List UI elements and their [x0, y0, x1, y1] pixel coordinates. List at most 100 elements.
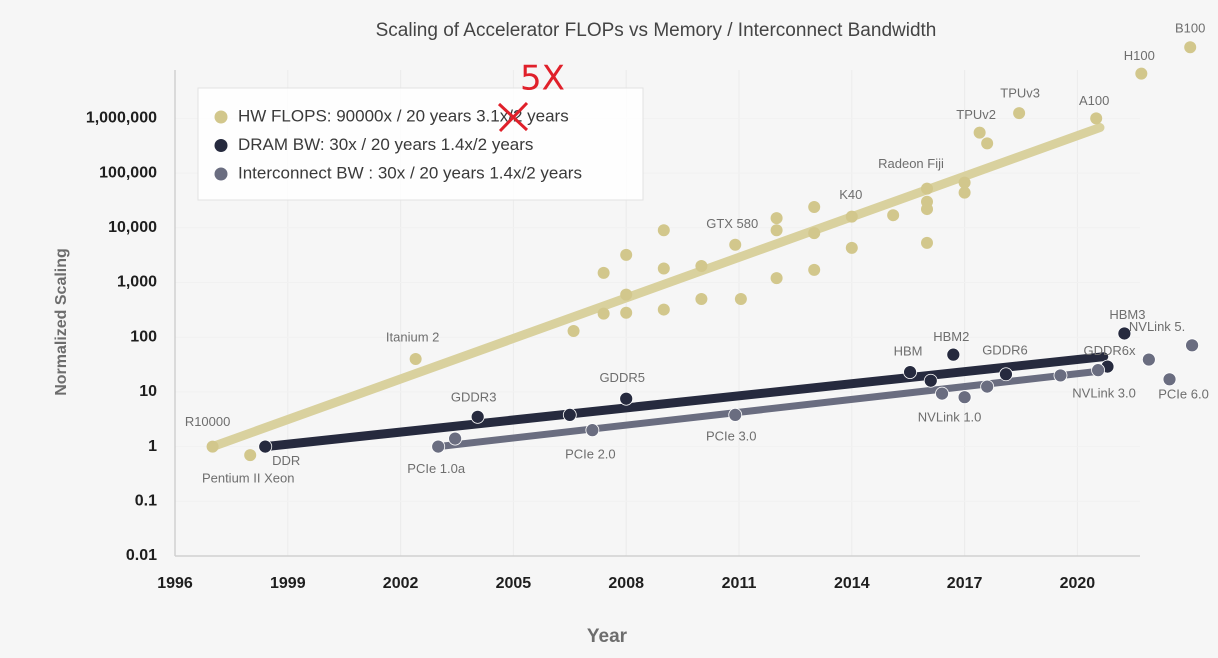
x-tick-label: 2017: [947, 575, 983, 592]
data-point: [845, 210, 858, 223]
y-tick-label: 1,000: [117, 274, 157, 291]
data-point: [1117, 326, 1132, 341]
point-label: HBM3: [1109, 307, 1145, 322]
strike: [498, 101, 529, 133]
point-label: Radeon Fiji: [878, 156, 944, 171]
data-point: [1091, 363, 1105, 378]
legend-swatch: [214, 167, 228, 181]
data-point: [597, 307, 610, 320]
data-point: [470, 409, 485, 424]
data-point: [431, 439, 446, 454]
trend-line: [208, 123, 1105, 452]
point-label: A100: [1079, 93, 1109, 108]
data-point: [728, 407, 743, 422]
data-point: [921, 182, 933, 195]
data-point: [921, 203, 933, 216]
trend-line: [260, 352, 1109, 452]
chart-title: Scaling of Accelerator FLOPs vs Memory /…: [376, 20, 937, 41]
data-point: [921, 236, 933, 249]
x-tick-label: 2014: [834, 575, 870, 592]
data-point: [562, 407, 577, 422]
data-point: [1135, 67, 1148, 80]
x-tick-label: 1996: [157, 575, 193, 592]
data-point: [946, 347, 961, 362]
legend-swatch: [214, 110, 228, 124]
data-point: [448, 431, 463, 446]
point-label: B100: [1175, 21, 1205, 36]
y-axis-title: Normalized Scaling: [53, 248, 70, 396]
data-point: [999, 367, 1013, 382]
data-point: [620, 288, 633, 301]
point-label: NVLink 3.0: [1072, 386, 1136, 401]
data-point: [957, 390, 972, 405]
legend: HW FLOPS: 90000x / 20 years 3.1x/2 years…: [197, 87, 644, 201]
point-label: Itanium 2: [386, 329, 439, 344]
data-point: [923, 373, 938, 388]
point-label: NVLink 5.: [1129, 319, 1185, 334]
data-point: [980, 379, 995, 394]
data-point: [729, 238, 742, 251]
data-point: [887, 209, 900, 222]
y-tick-label: 100,000: [99, 164, 157, 181]
data-point: [958, 176, 971, 189]
point-label: HBM2: [933, 329, 969, 344]
data-point: [770, 212, 783, 225]
data-point: [258, 439, 273, 454]
data-point: [1090, 112, 1103, 125]
y-tick-label: 10: [139, 383, 157, 400]
point-label: TPUv2: [956, 107, 996, 122]
legend-label: HW FLOPS: 90000x / 20 years 3.1x/2 years: [238, 106, 569, 125]
point-label: PCIe 3.0: [706, 428, 757, 443]
data-point: [620, 306, 633, 319]
point-label: PCIe 6.0: [1158, 387, 1209, 402]
point-label: PCIe 1.0a: [407, 461, 466, 476]
point-label: DDR: [272, 453, 300, 468]
annotation: 5X: [520, 59, 565, 99]
data-point: [845, 241, 858, 254]
y-tick-label: 0.1: [135, 493, 157, 510]
data-point: [935, 386, 949, 401]
point-label: HBM: [894, 344, 923, 359]
data-point: [657, 262, 670, 275]
y-tick-label: 10,000: [108, 219, 157, 236]
point-label: Pentium II Xeon: [202, 471, 295, 486]
data-point: [657, 224, 670, 237]
data-point: [597, 266, 610, 279]
handwritten-note: 5X: [497, 59, 565, 133]
data-point: [585, 423, 600, 438]
legend-swatch: [214, 139, 228, 152]
data-point: [981, 137, 994, 150]
point-label: NVLink 1.0: [918, 410, 982, 425]
data-point: [808, 227, 821, 240]
point-label: TPUv3: [1000, 86, 1040, 101]
x-tick-label: 2011: [722, 575, 757, 592]
point-label: H100: [1124, 48, 1155, 63]
data-point: [973, 126, 986, 139]
legend-label: DRAM BW: 30x / 20 years 1.4x/2 years: [238, 135, 533, 154]
data-point: [657, 303, 670, 316]
y-tick-label: 100: [130, 328, 157, 345]
point-label: K40: [839, 187, 862, 202]
data-point: [1053, 368, 1068, 383]
point-label: GDDR3: [451, 389, 497, 404]
data-point: [903, 365, 917, 380]
data-point: [206, 440, 219, 453]
point-label: GTX 580: [706, 216, 758, 231]
data-point: [958, 186, 971, 199]
data-point: [770, 224, 783, 237]
legend-box: [197, 87, 644, 201]
x-tick-label: 2008: [608, 575, 644, 592]
marks: R10000 Pentium II Xeon Itanium 2 GTX 580 K40…: [185, 21, 1209, 486]
data-point: [1184, 41, 1197, 54]
point-label: GDDR5: [599, 370, 645, 385]
point-label: GDDR6x: [1083, 343, 1136, 358]
data-point: [620, 248, 633, 261]
data-point: [409, 352, 422, 365]
data-point: [567, 324, 580, 337]
point-label: R10000: [185, 414, 231, 429]
data-point: [734, 292, 747, 305]
y-tick-label: 1: [148, 438, 157, 455]
point-label: PCIe 2.0: [565, 447, 616, 462]
